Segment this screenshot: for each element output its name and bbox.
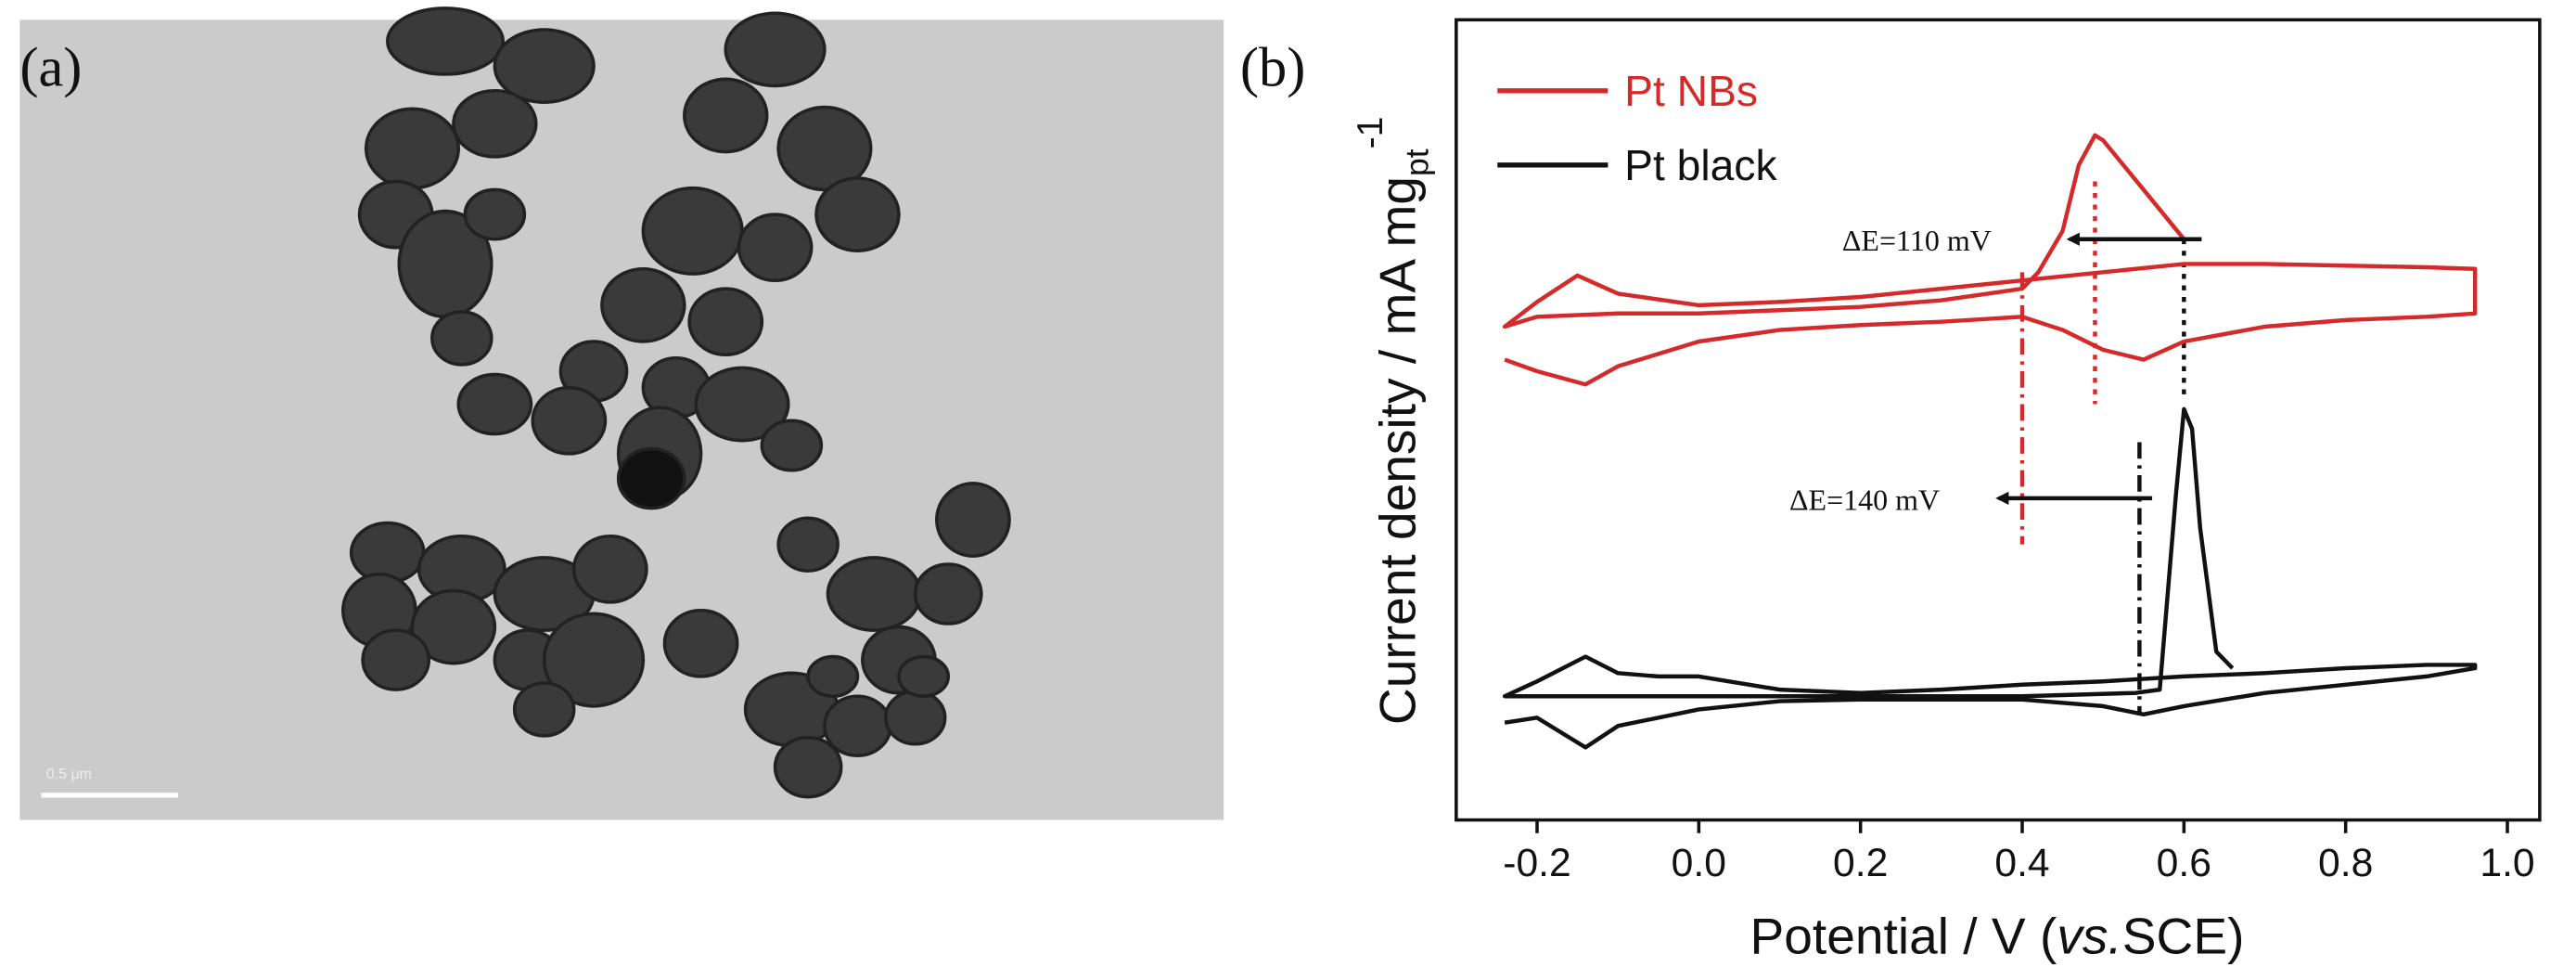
plot-area: -0.2 0.0 0.2 0.4 0.6 0.8 1.0 ΔE=110 mV ΔE=140 mV… <box>1497 67 2535 885</box>
annotation: ΔE=140 mV <box>1789 483 1940 516</box>
panel-label: (b) <box>1240 36 1305 98</box>
data-line <box>1502 406 2478 750</box>
x-tick-label: 0.8 <box>2318 841 2373 885</box>
legend-label: Pt NBs <box>1624 67 1758 115</box>
y-axis-label-sup: -1 <box>1351 117 1391 149</box>
tem-image <box>19 6 1224 820</box>
x-axis-label-part: Potential / V ( <box>1750 908 2057 965</box>
x-axis-label-part: SCE) <box>2122 908 2245 965</box>
plot-frame <box>1455 18 2542 822</box>
x-axis-label-part: vs. <box>2057 908 2121 965</box>
x-tick-label: -0.2 <box>1503 841 1571 885</box>
x-tick-label: 0.4 <box>1994 841 2049 885</box>
y-axis-label-main: Current density / mA mg <box>1368 176 1426 725</box>
scale-bar-label: 0.5 μm <box>46 767 92 782</box>
x-tick-label: 0.2 <box>1833 841 1888 885</box>
x-tick-label: 0.0 <box>1672 841 1726 885</box>
x-tick-label: 0.6 <box>2157 841 2211 885</box>
annotation: ΔE=110 mV <box>1842 224 1992 257</box>
y-axis-label-sub: pt <box>1399 148 1436 176</box>
panel-label: (a) <box>19 36 82 98</box>
data-line <box>1502 133 2478 387</box>
x-axis-label: Potential / V (vs.SCE) <box>1750 908 2245 965</box>
y-axis-label: Current density / mA mgpt -1 <box>1351 117 1436 726</box>
x-tick-label: 1.0 <box>2480 841 2534 885</box>
legend-label: Pt black <box>1624 141 1777 189</box>
